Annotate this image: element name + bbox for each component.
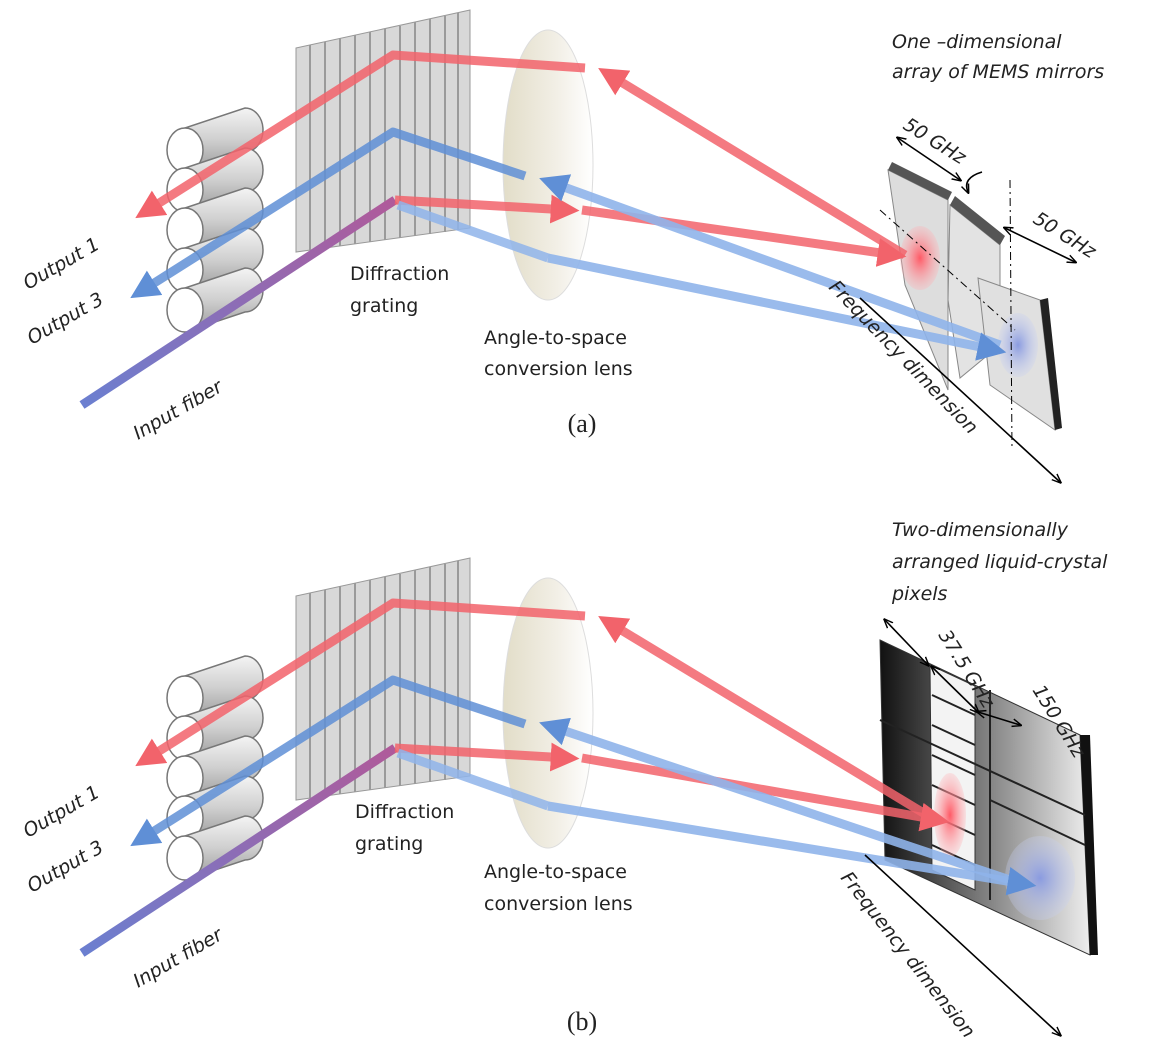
output-label: Output 3 (24, 288, 108, 349)
lens-label: Angle-to-space (484, 861, 627, 883)
output-label: Output 1 (20, 781, 104, 842)
device-caption: array of MEMS mirrors (892, 61, 1104, 83)
bandwidth-label: 50 GHz (1029, 208, 1100, 264)
input-label: Input fiber (130, 923, 228, 992)
panel-label: (a) (568, 409, 597, 438)
grating-label: grating (355, 833, 423, 855)
grating-label: Diffraction (350, 263, 449, 285)
bandwidth-label: 50 GHz (899, 114, 970, 170)
device-caption: Two-dimensionally (892, 519, 1069, 541)
panel-label: (b) (567, 1007, 597, 1036)
diagram: One –dimensional array of MEMS mirrors 5… (0, 0, 1158, 1041)
device-caption: pixels (891, 583, 948, 605)
mems-array (880, 162, 1062, 450)
input-label: Input fiber (130, 375, 228, 444)
lens-label: conversion lens (484, 358, 633, 380)
output-label: Output 3 (24, 836, 108, 897)
grating-label: grating (350, 295, 418, 317)
lens-label: Angle-to-space (484, 327, 627, 349)
lens-label: conversion lens (484, 893, 633, 915)
device-caption: arranged liquid-crystal (892, 551, 1108, 573)
device-caption: One –dimensional (892, 31, 1062, 53)
output-label: Output 1 (20, 233, 104, 294)
grating-label: Diffraction (355, 801, 454, 823)
